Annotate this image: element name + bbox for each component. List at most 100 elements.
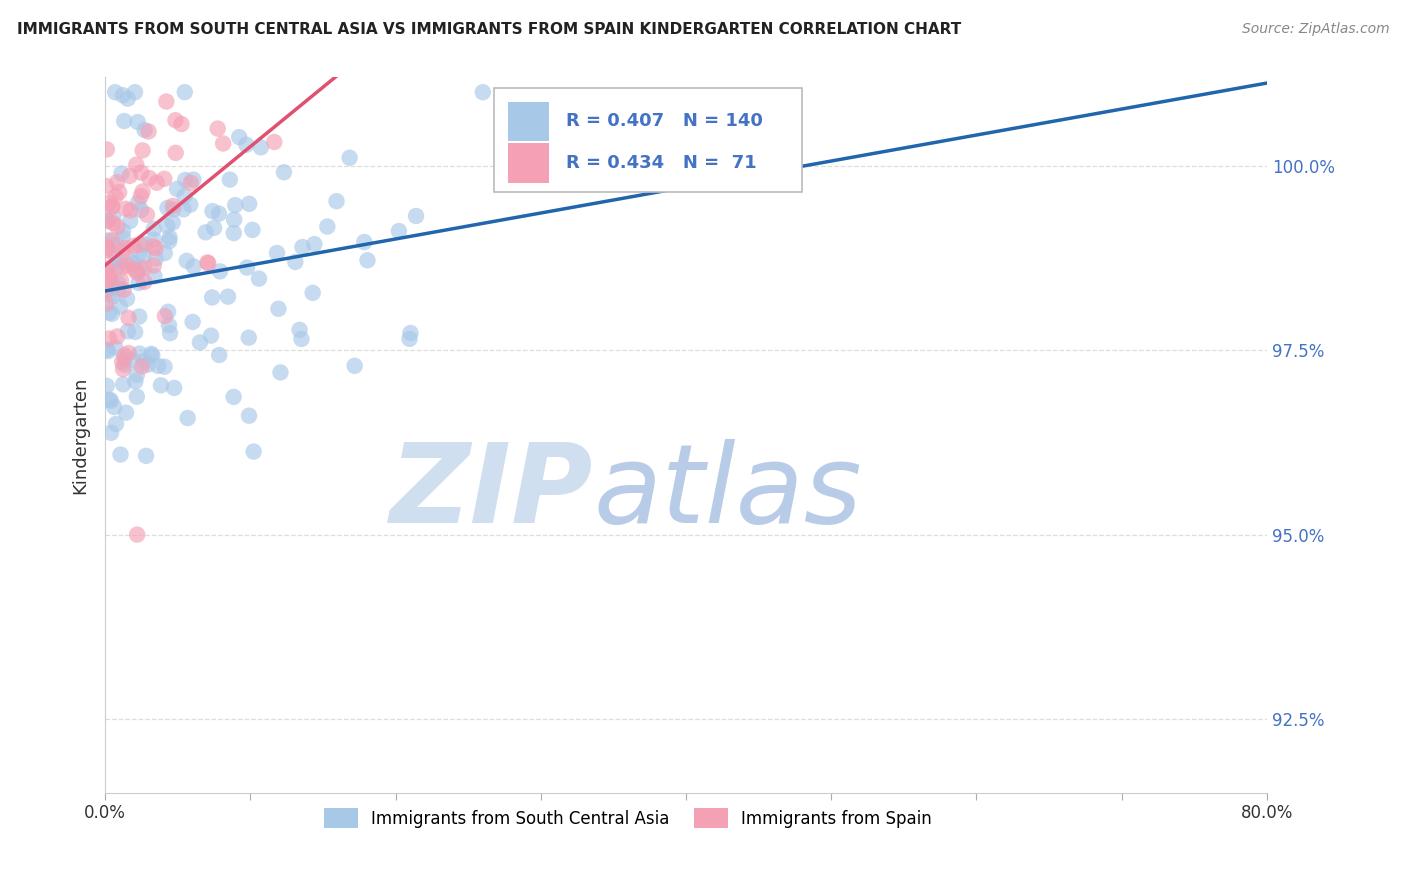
Point xyxy=(134,275,156,289)
Point xyxy=(174,173,197,187)
Point xyxy=(112,362,135,376)
Point xyxy=(114,348,136,362)
Point xyxy=(105,238,128,252)
Point xyxy=(127,195,149,210)
Point xyxy=(97,234,120,248)
Point xyxy=(183,260,205,274)
Point xyxy=(94,244,117,258)
Point xyxy=(325,194,347,209)
Point xyxy=(224,212,246,227)
Point xyxy=(141,347,163,361)
Point xyxy=(138,124,160,138)
Point xyxy=(124,85,146,99)
Point xyxy=(142,239,165,253)
Point xyxy=(301,285,323,300)
Point xyxy=(127,115,149,129)
Point xyxy=(471,85,494,99)
Point xyxy=(290,332,312,346)
Point xyxy=(134,237,156,252)
Point xyxy=(142,222,165,236)
Point xyxy=(127,527,149,541)
Point xyxy=(197,256,219,270)
Point xyxy=(132,354,155,368)
Point xyxy=(129,189,152,203)
Point xyxy=(247,271,270,285)
Point xyxy=(201,204,224,219)
FancyBboxPatch shape xyxy=(495,88,803,192)
Point xyxy=(104,189,127,203)
Text: Source: ZipAtlas.com: Source: ZipAtlas.com xyxy=(1241,22,1389,37)
Point xyxy=(131,185,153,199)
Point xyxy=(128,245,150,260)
Point xyxy=(201,290,224,304)
Point xyxy=(117,310,139,325)
Point xyxy=(263,135,285,149)
Point xyxy=(94,261,117,276)
Point xyxy=(399,326,422,340)
Point xyxy=(143,269,166,284)
Point xyxy=(115,202,138,216)
Point xyxy=(96,343,118,357)
Point xyxy=(212,136,235,151)
Point xyxy=(96,379,118,393)
Point xyxy=(105,175,128,189)
Point xyxy=(117,324,139,338)
Point xyxy=(97,213,120,227)
Point xyxy=(141,348,163,362)
Point xyxy=(176,253,198,268)
Point xyxy=(153,359,176,374)
Point xyxy=(222,390,245,404)
Point xyxy=(162,216,184,230)
Point xyxy=(284,255,307,269)
Point xyxy=(165,113,187,128)
Point xyxy=(122,256,145,270)
Point xyxy=(97,272,120,286)
Point xyxy=(356,253,378,268)
Point xyxy=(111,224,134,238)
Point xyxy=(94,297,117,311)
Text: ZIP: ZIP xyxy=(389,439,593,546)
Point xyxy=(153,309,176,323)
Point xyxy=(208,207,231,221)
Point xyxy=(105,260,128,275)
Point xyxy=(173,85,195,99)
Point xyxy=(288,323,311,337)
Point xyxy=(388,224,411,238)
Point xyxy=(134,123,156,137)
Point xyxy=(135,449,157,463)
Point xyxy=(105,251,128,265)
Point xyxy=(97,344,120,359)
Point xyxy=(115,292,138,306)
Point xyxy=(101,199,124,213)
Point xyxy=(104,85,127,99)
Point xyxy=(129,260,152,275)
Point xyxy=(96,143,118,157)
Point xyxy=(100,425,122,440)
Point xyxy=(120,203,142,218)
Point xyxy=(107,277,129,291)
Point xyxy=(131,359,153,374)
Point xyxy=(207,121,229,136)
Point xyxy=(145,252,167,266)
Point xyxy=(238,409,260,423)
Point xyxy=(405,209,427,223)
Point xyxy=(266,246,288,260)
Point xyxy=(101,200,124,214)
Point xyxy=(101,307,124,321)
Point xyxy=(128,346,150,360)
Point xyxy=(316,219,339,234)
Point xyxy=(125,158,148,172)
Point xyxy=(242,223,264,237)
Point xyxy=(222,226,245,240)
Point xyxy=(304,237,326,252)
Point xyxy=(117,92,139,106)
Point xyxy=(134,261,156,276)
Point xyxy=(120,255,142,269)
Point xyxy=(96,263,118,277)
Point xyxy=(114,241,136,255)
Point xyxy=(101,216,124,230)
Point xyxy=(96,214,118,228)
Point xyxy=(129,166,152,180)
Point xyxy=(267,301,290,316)
Point xyxy=(181,315,204,329)
